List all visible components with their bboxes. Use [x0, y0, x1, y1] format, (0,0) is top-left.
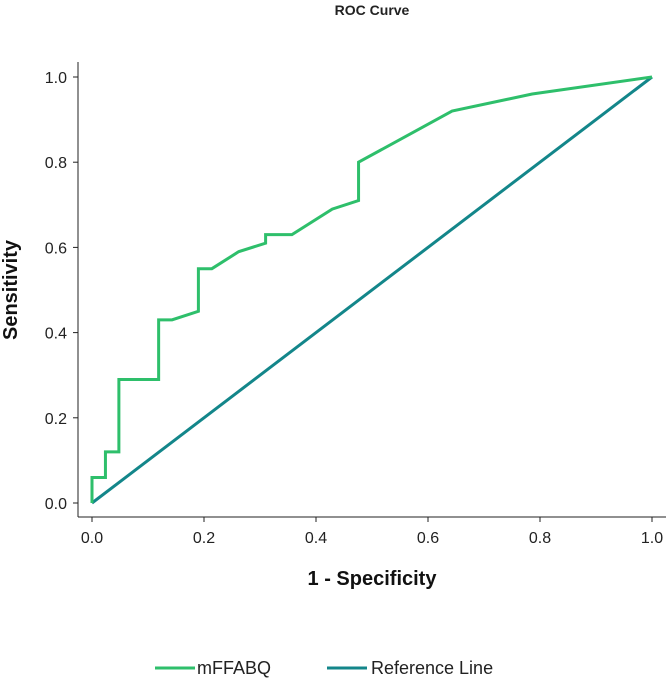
- series-line-mffabq: [90, 75, 653, 503]
- legend: mFFABQ Reference Line: [155, 658, 493, 678]
- x-tick-label: 1.0: [641, 530, 663, 547]
- ticks-layer: 0.0 0.2 0.4 0.6 0.8 1.0 0.0 0.2 0.4 0.6 0.8 1.0: [45, 70, 663, 547]
- y-tick-label: 0.4: [45, 326, 67, 343]
- x-tick-label: 0.2: [193, 530, 215, 547]
- x-tick-label: 0.0: [81, 530, 103, 547]
- x-tick-label: 0.4: [305, 530, 327, 547]
- legend-label-reference-line: Reference Line: [371, 658, 493, 678]
- y-tick-label: 0.8: [45, 155, 67, 172]
- series-line-reference-line: [91, 75, 653, 505]
- plot-area: 0.0 0.2 0.4 0.6 0.8 1.0 0.0 0.2 0.4 0.6 0.8 1.0: [45, 62, 666, 547]
- chart-title: ROC Curve: [335, 2, 410, 18]
- x-tick-label: 0.8: [529, 530, 551, 547]
- legend-label-mffabq: mFFABQ: [197, 658, 271, 678]
- series-layer: [90, 75, 653, 505]
- y-tick-label: 0.0: [45, 496, 67, 513]
- y-tick-label: 1.0: [45, 70, 67, 87]
- x-tick-label: 0.6: [417, 530, 439, 547]
- y-tick-label: 0.6: [45, 240, 67, 257]
- x-axis-label: 1 - Specificity: [308, 568, 438, 590]
- y-axis-label: Sensitivity: [0, 239, 22, 340]
- y-tick-label: 0.2: [45, 411, 67, 428]
